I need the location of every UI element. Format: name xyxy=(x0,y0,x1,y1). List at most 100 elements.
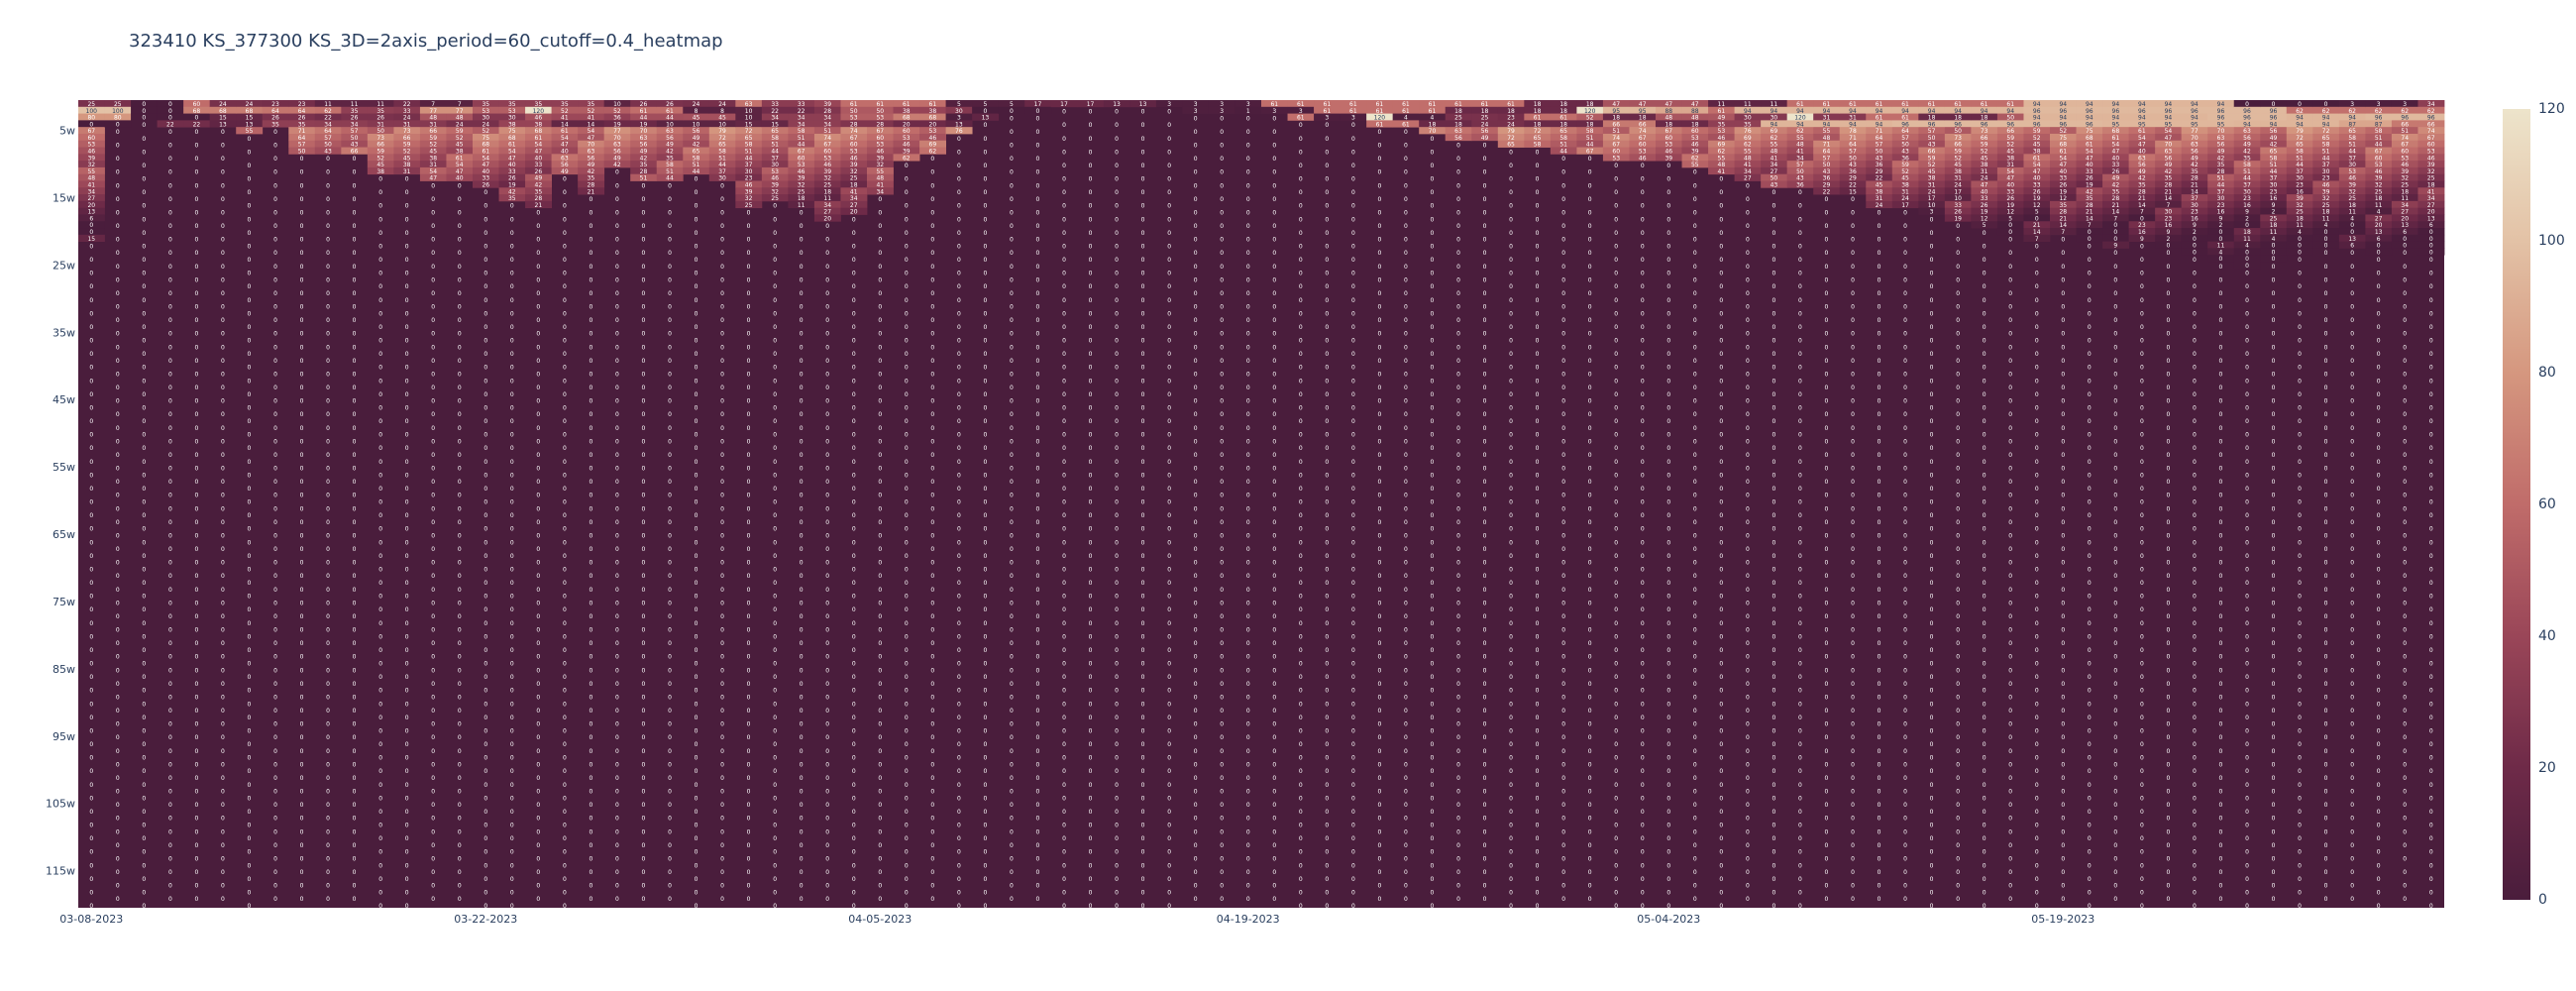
heatmap-cell-label: 0 xyxy=(1194,182,1198,189)
heatmap-cell-label: 0 xyxy=(1666,526,1670,533)
heatmap-cell-label: 0 xyxy=(1246,344,1250,351)
heatmap-cell-label: 0 xyxy=(1509,189,1513,196)
heatmap-cell-label: 0 xyxy=(353,721,357,728)
heatmap-cell-label: 0 xyxy=(1299,633,1303,640)
heatmap-cell-label: 0 xyxy=(1614,526,1618,533)
heatmap-cell-label: 0 xyxy=(1325,539,1329,546)
heatmap-cell-label: 0 xyxy=(1010,761,1014,768)
heatmap-cell-label: 0 xyxy=(168,734,172,741)
heatmap-cell-label: 0 xyxy=(431,748,435,755)
heatmap-cell-label: 0 xyxy=(483,432,487,439)
heatmap-cell-label: 44 xyxy=(693,168,700,175)
heatmap-cell-label: 0 xyxy=(378,580,382,587)
heatmap-cell-label: 0 xyxy=(589,883,592,890)
heatmap-cell-label: 0 xyxy=(1272,681,1276,688)
heatmap-cell-label: 0 xyxy=(1483,276,1487,283)
heatmap-cell-label: 0 xyxy=(1194,290,1198,297)
heatmap-cell-label: 0 xyxy=(1666,499,1670,506)
heatmap-cell-label: 0 xyxy=(930,789,934,796)
heatmap-cell-label: 0 xyxy=(930,869,934,876)
heatmap-cell-label: 0 xyxy=(642,317,646,324)
heatmap-cell-label: 0 xyxy=(747,209,751,216)
heatmap-cell-label: 0 xyxy=(905,688,909,695)
heatmap-cell-label: 0 xyxy=(1483,331,1487,338)
heatmap-cell-label: 0 xyxy=(1036,802,1040,809)
heatmap-cell-label: 0 xyxy=(615,425,619,432)
heatmap-cell-label: 0 xyxy=(483,526,487,533)
heatmap-cell-label: 0 xyxy=(773,835,777,842)
heatmap-cell-label: 0 xyxy=(905,903,909,910)
heatmap-cell-label: 0 xyxy=(1062,310,1066,317)
heatmap-cell-label: 0 xyxy=(1641,620,1645,627)
heatmap-cell xyxy=(683,120,710,128)
heatmap-cell-label: 0 xyxy=(142,203,146,210)
heatmap-cell-label: 0 xyxy=(248,633,252,640)
heatmap-cell-label: 0 xyxy=(957,203,961,210)
heatmap-cell xyxy=(867,173,894,181)
heatmap-cell-label: 0 xyxy=(142,459,146,466)
heatmap-cell-label: 0 xyxy=(615,842,619,849)
heatmap-cell-label: 0 xyxy=(1115,230,1119,237)
heatmap-cell-label: 0 xyxy=(1167,512,1171,519)
heatmap-cell-label: 0 xyxy=(326,761,330,768)
heatmap-cell-label: 0 xyxy=(168,546,172,553)
heatmap-cell-label: 0 xyxy=(1246,115,1250,122)
heatmap-cell-label: 0 xyxy=(1588,264,1592,271)
heatmap-cell-label: 0 xyxy=(1536,823,1540,829)
heatmap-cell-label: 0 xyxy=(168,371,172,378)
heatmap-cell xyxy=(788,154,815,162)
heatmap-cell-label: 0 xyxy=(773,755,777,762)
heatmap-cell-label: 0 xyxy=(905,606,909,613)
heatmap-cell-label: 0 xyxy=(1220,411,1224,418)
heatmap-cell xyxy=(813,113,841,121)
heatmap-cell-label: 0 xyxy=(1062,163,1066,169)
heatmap-cell xyxy=(840,120,868,128)
heatmap-cell xyxy=(813,120,841,128)
heatmap-cell-label: 0 xyxy=(1456,519,1460,526)
heatmap-cell xyxy=(656,106,684,114)
heatmap-cell-label: 0 xyxy=(1377,842,1381,849)
heatmap-cell xyxy=(683,133,710,142)
heatmap-cell-label: 76 xyxy=(955,128,963,135)
heatmap-cell-label: 0 xyxy=(1431,176,1435,183)
heatmap-cell xyxy=(683,154,710,162)
heatmap-cell xyxy=(630,161,658,168)
heatmap-cell-label: 0 xyxy=(300,452,304,459)
heatmap-cell-label: 0 xyxy=(326,276,330,283)
heatmap-cell-label: 0 xyxy=(405,418,409,425)
heatmap-cell-label: 0 xyxy=(1509,768,1513,775)
heatmap-cell-label: 0 xyxy=(1641,176,1645,183)
heatmap-cell-label: 0 xyxy=(1404,613,1408,620)
heatmap-cell-label: 0 xyxy=(1325,580,1329,587)
heatmap-cell-label: 0 xyxy=(536,546,540,553)
heatmap-cell-label: 0 xyxy=(483,243,487,250)
heatmap-cell xyxy=(683,166,710,175)
heatmap-cell-label: 0 xyxy=(825,398,829,405)
heatmap-cell-label: 0 xyxy=(1036,371,1040,378)
heatmap-cell xyxy=(341,147,369,155)
heatmap-cell-label: 0 xyxy=(930,398,934,405)
heatmap-cell-label: 0 xyxy=(1194,761,1198,768)
heatmap-cell-label: 0 xyxy=(695,674,698,681)
heatmap-cell-label: 0 xyxy=(142,633,146,640)
heatmap-cell-label: 0 xyxy=(353,802,357,809)
heatmap-cell-label: 0 xyxy=(905,378,909,385)
heatmap-cell-label: 0 xyxy=(142,889,146,896)
heatmap-cell-label: 0 xyxy=(1561,694,1565,701)
heatmap-cell-label: 0 xyxy=(1693,640,1697,647)
heatmap-cell-label: 0 xyxy=(1272,721,1276,728)
heatmap-cell-label: 0 xyxy=(1431,297,1435,304)
heatmap-cell-label: 0 xyxy=(221,734,225,741)
heatmap-cell-label: 0 xyxy=(1456,802,1460,809)
heatmap-cell-label: 0 xyxy=(1115,404,1119,411)
heatmap-cell-label: 0 xyxy=(300,816,304,823)
heatmap-cell-label: 0 xyxy=(510,512,514,519)
heatmap-cell-label: 0 xyxy=(1377,223,1381,230)
heatmap-cell-label: 38 xyxy=(376,168,384,175)
heatmap-cell-label: 0 xyxy=(1431,768,1435,775)
heatmap-cell-label: 0 xyxy=(510,338,514,345)
heatmap-cell-label: 0 xyxy=(1010,411,1014,418)
heatmap-cell xyxy=(314,106,342,114)
heatmap-cell-label: 0 xyxy=(1588,371,1592,378)
heatmap-cell-label: 0 xyxy=(852,835,856,842)
